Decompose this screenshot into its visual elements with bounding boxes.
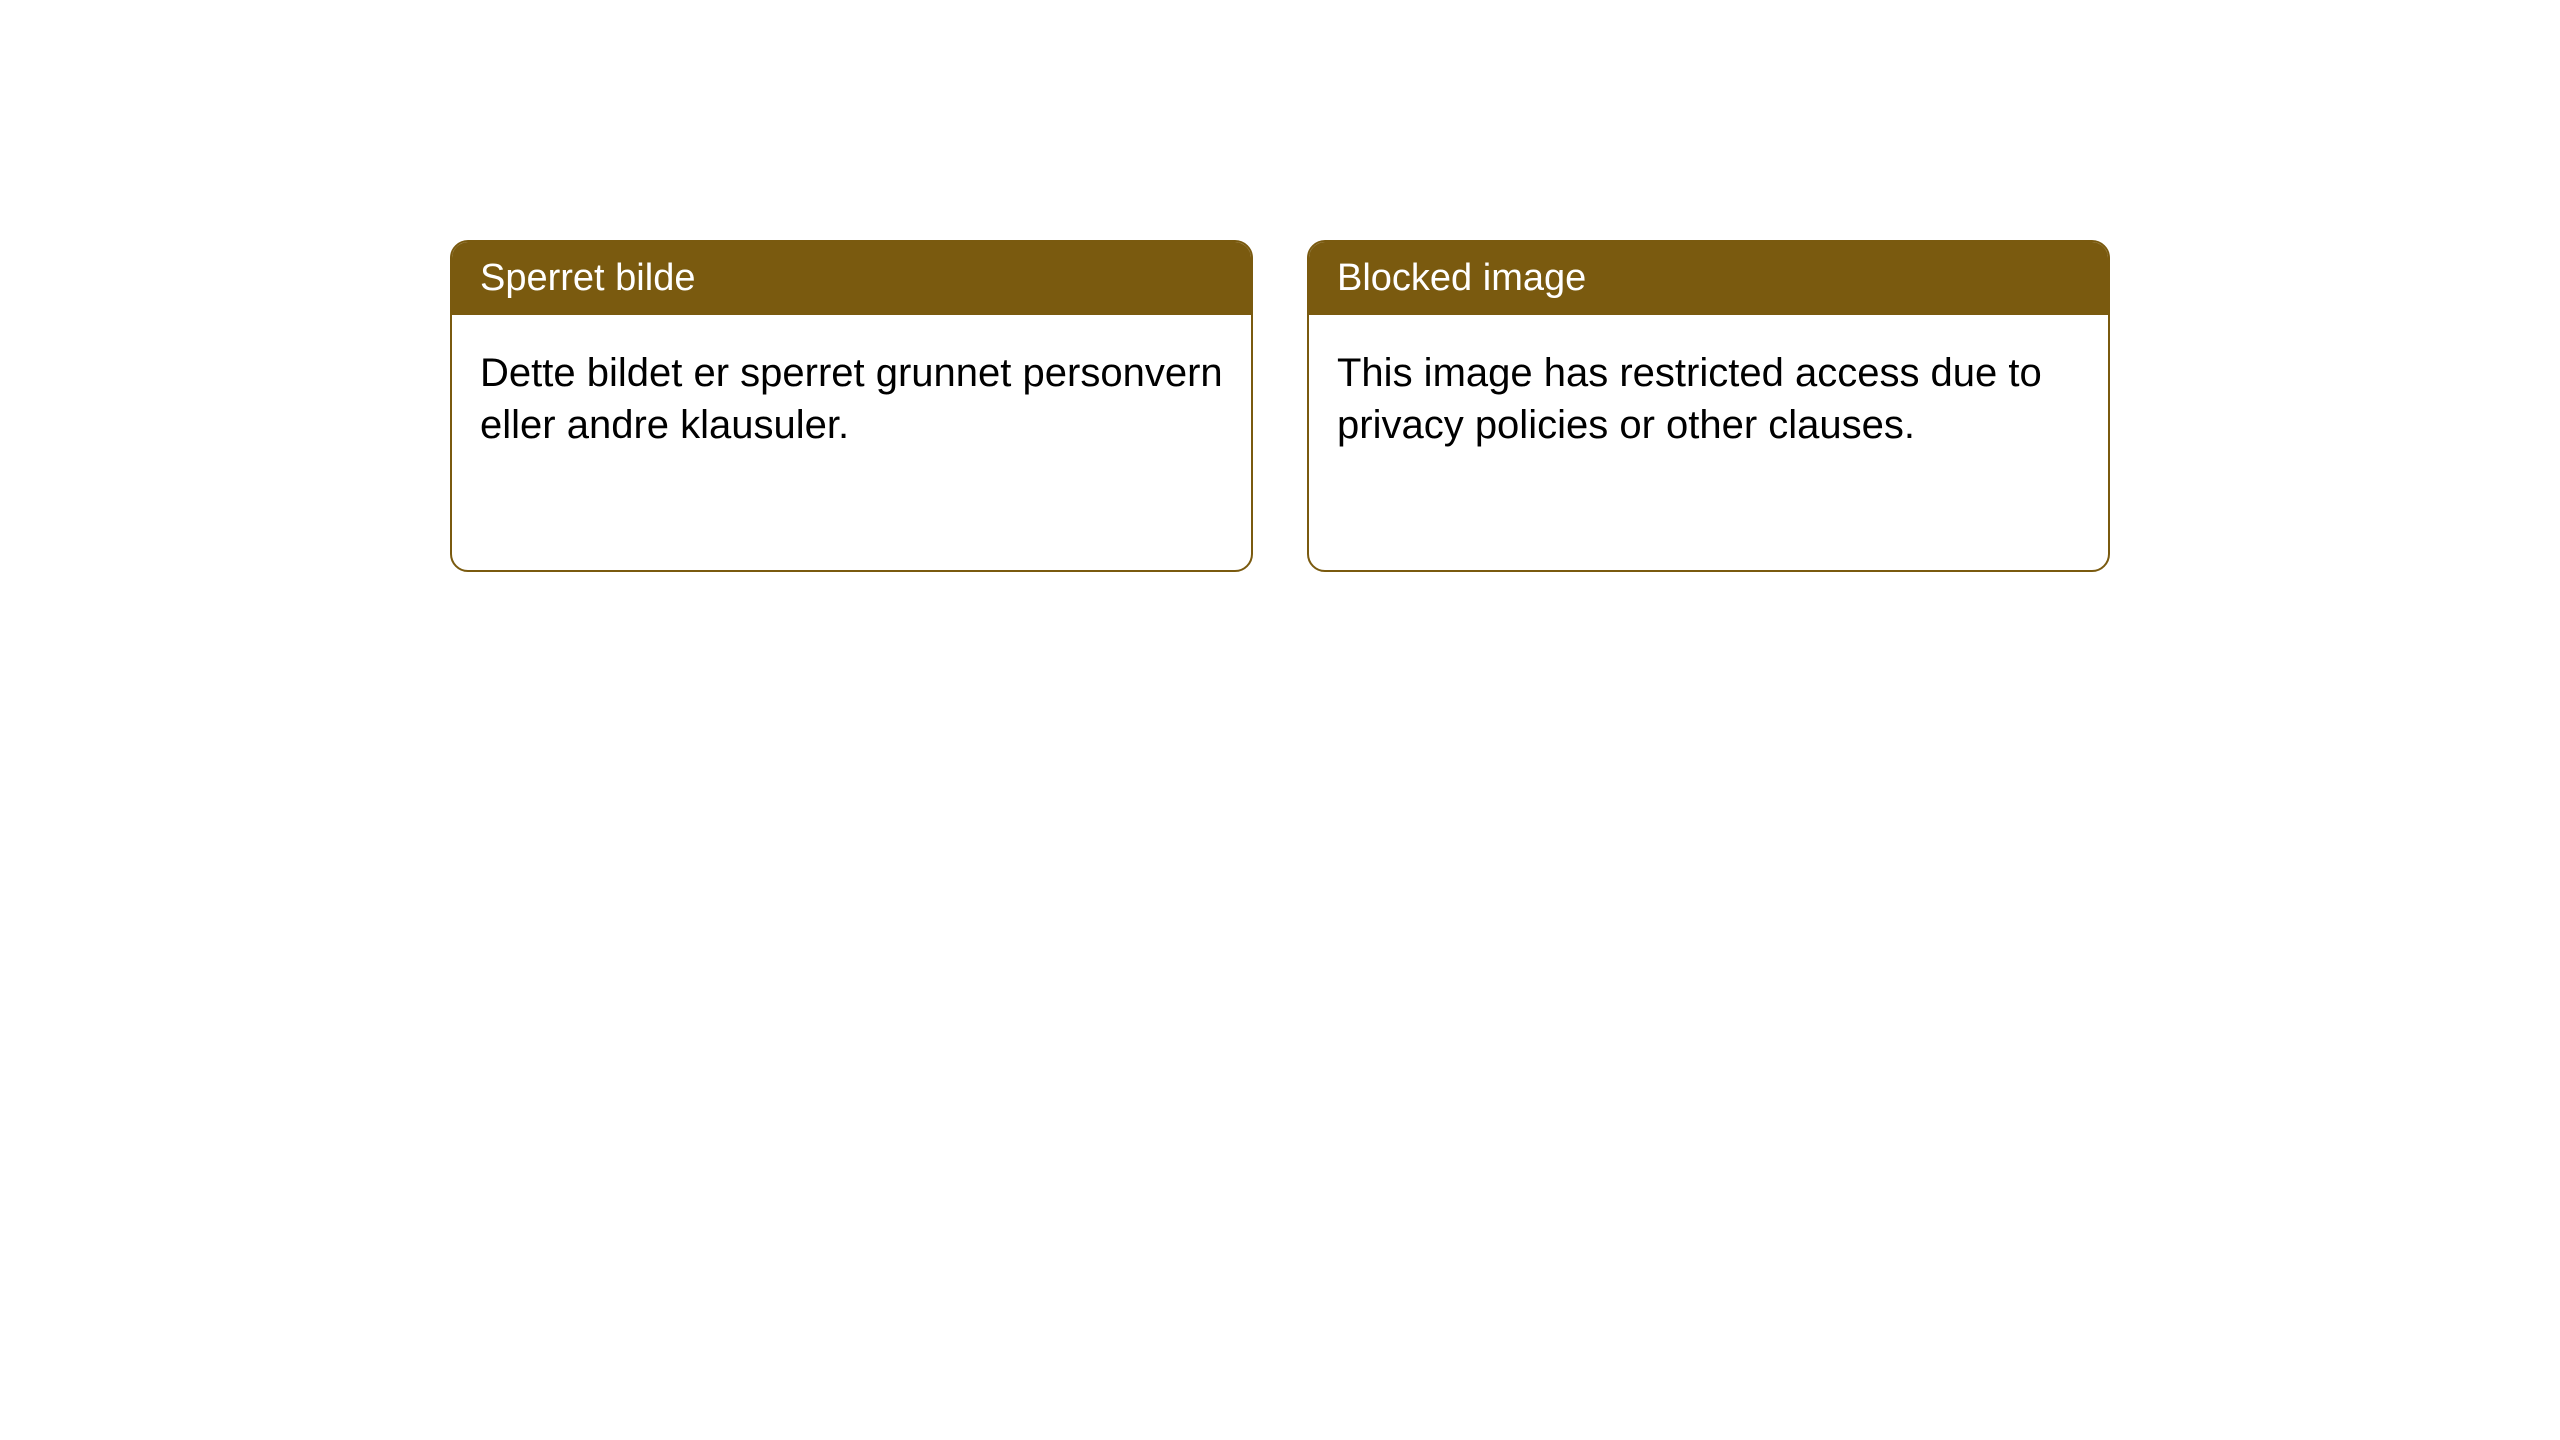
- notice-body: This image has restricted access due to …: [1309, 315, 2108, 483]
- notice-header: Sperret bilde: [452, 242, 1251, 315]
- notice-title: Blocked image: [1337, 257, 1586, 299]
- notice-header: Blocked image: [1309, 242, 2108, 315]
- notice-container: Sperret bilde Dette bildet er sperret gr…: [0, 0, 2560, 572]
- notice-body-text: This image has restricted access due to …: [1337, 351, 2042, 447]
- notice-card-norwegian: Sperret bilde Dette bildet er sperret gr…: [450, 240, 1253, 572]
- notice-body: Dette bildet er sperret grunnet personve…: [452, 315, 1251, 483]
- notice-title: Sperret bilde: [480, 257, 695, 299]
- notice-card-english: Blocked image This image has restricted …: [1307, 240, 2110, 572]
- notice-body-text: Dette bildet er sperret grunnet personve…: [480, 351, 1223, 447]
